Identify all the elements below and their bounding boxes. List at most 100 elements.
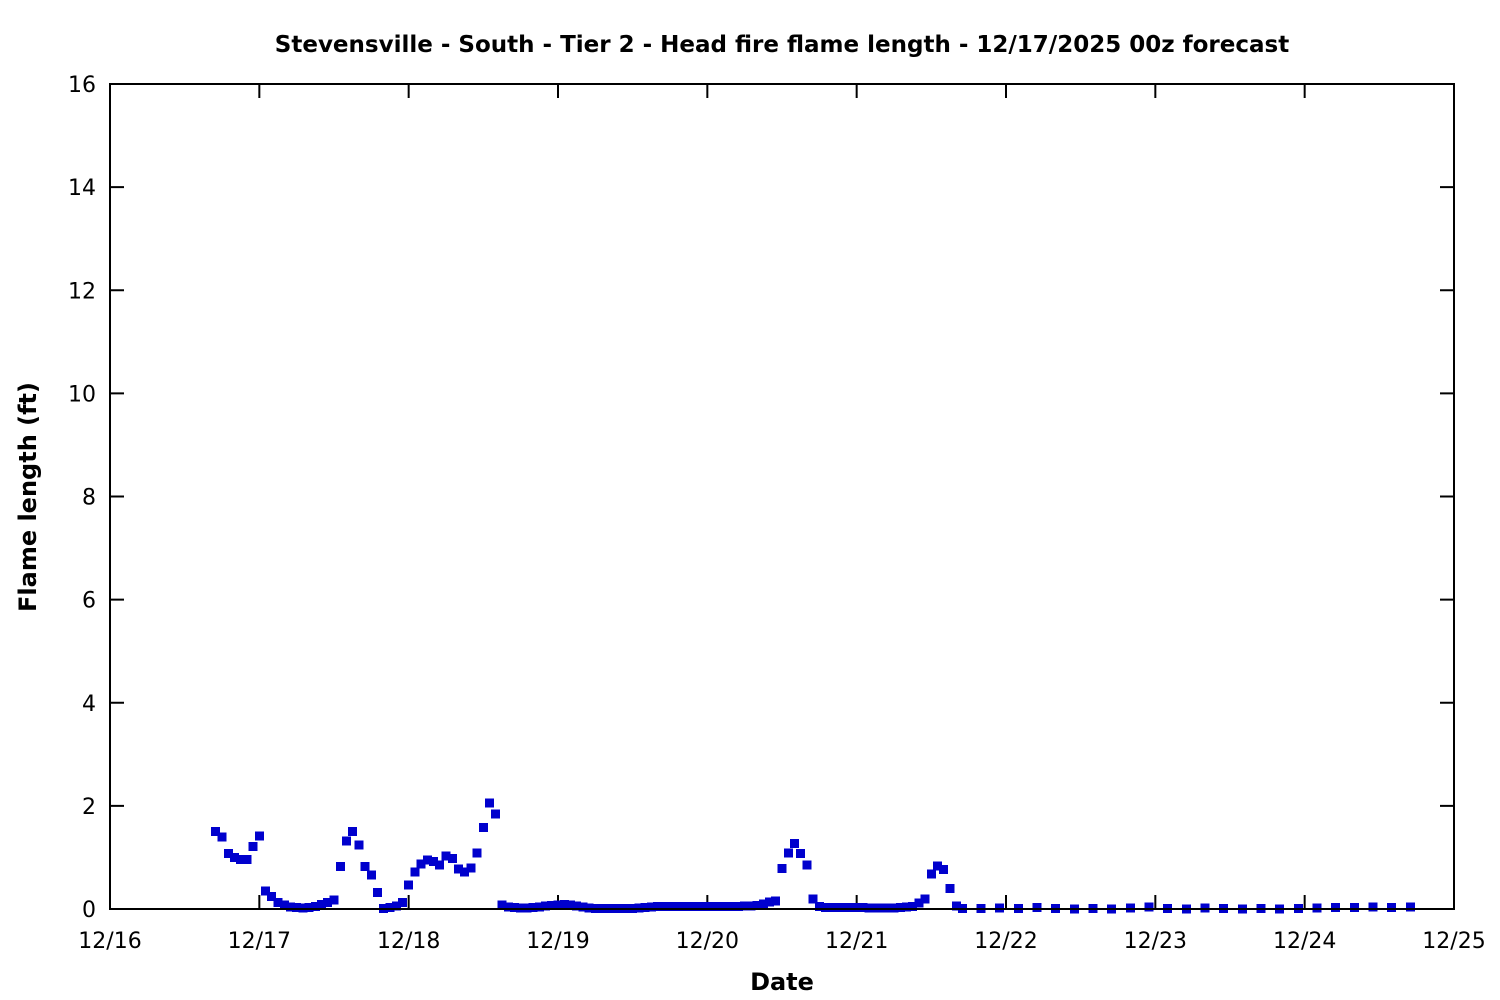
data-point bbox=[360, 862, 370, 872]
data-point bbox=[341, 836, 351, 846]
data-point bbox=[765, 897, 775, 907]
data-point bbox=[497, 900, 507, 910]
data-point bbox=[304, 902, 314, 912]
data-point bbox=[877, 903, 887, 913]
data-point bbox=[640, 902, 650, 912]
data-point bbox=[783, 848, 793, 858]
data-point bbox=[995, 903, 1005, 913]
data-point bbox=[945, 883, 955, 893]
data-point bbox=[796, 848, 806, 858]
data-point bbox=[466, 863, 476, 873]
data-point bbox=[447, 853, 457, 863]
data-point bbox=[696, 901, 706, 911]
data-points-layer bbox=[211, 798, 1415, 914]
y-tick-label: 12 bbox=[68, 279, 96, 304]
data-point bbox=[1368, 902, 1378, 912]
data-point bbox=[883, 903, 893, 913]
data-point bbox=[808, 894, 818, 904]
data-point bbox=[441, 851, 451, 861]
data-point bbox=[242, 855, 252, 864]
data-point bbox=[677, 901, 687, 911]
data-point bbox=[254, 831, 264, 841]
data-point bbox=[789, 839, 799, 849]
data-point bbox=[901, 902, 911, 912]
data-point bbox=[858, 902, 868, 912]
data-point bbox=[261, 886, 271, 896]
data-point bbox=[267, 892, 277, 902]
data-point bbox=[1032, 902, 1042, 912]
data-point bbox=[733, 901, 743, 911]
data-point bbox=[740, 901, 750, 911]
data-point bbox=[292, 902, 302, 912]
data-point bbox=[534, 902, 544, 912]
data-point bbox=[385, 902, 395, 912]
data-point bbox=[366, 870, 376, 880]
data-point bbox=[839, 902, 849, 912]
data-point bbox=[864, 903, 874, 913]
data-point bbox=[933, 861, 943, 871]
data-point bbox=[671, 901, 681, 911]
data-point bbox=[298, 903, 308, 913]
data-point bbox=[229, 852, 239, 862]
data-point bbox=[802, 860, 812, 870]
data-point bbox=[727, 901, 737, 911]
data-point bbox=[273, 897, 283, 907]
data-point bbox=[223, 848, 233, 858]
data-point bbox=[217, 832, 227, 842]
data-point bbox=[285, 902, 295, 912]
y-tick-label: 8 bbox=[82, 486, 96, 511]
data-point bbox=[460, 867, 470, 877]
data-point bbox=[895, 902, 905, 912]
data-point bbox=[1405, 902, 1415, 912]
x-tick-label: 12/24 bbox=[1273, 929, 1336, 954]
x-axis-label: Date bbox=[750, 968, 814, 996]
data-point bbox=[1349, 902, 1359, 912]
data-point bbox=[771, 896, 781, 906]
data-point bbox=[1144, 902, 1154, 912]
data-point bbox=[391, 901, 401, 911]
data-point bbox=[870, 903, 880, 913]
data-point bbox=[503, 902, 513, 912]
data-point bbox=[752, 900, 762, 910]
data-point bbox=[348, 827, 358, 837]
data-point bbox=[646, 902, 656, 912]
data-point bbox=[908, 901, 918, 911]
data-point bbox=[584, 903, 594, 913]
data-point bbox=[541, 901, 551, 911]
data-point bbox=[404, 880, 414, 890]
data-point bbox=[653, 901, 663, 911]
data-point bbox=[926, 869, 936, 879]
data-point bbox=[578, 902, 588, 912]
data-point bbox=[1331, 902, 1341, 912]
data-point bbox=[317, 899, 327, 909]
y-tick-label: 4 bbox=[82, 692, 96, 717]
data-point bbox=[310, 901, 320, 911]
data-point bbox=[951, 901, 961, 911]
data-point bbox=[516, 903, 526, 913]
data-point bbox=[1200, 903, 1210, 913]
data-point bbox=[472, 848, 482, 858]
data-point bbox=[565, 900, 575, 910]
data-point bbox=[435, 860, 445, 870]
y-tick-label: 0 bbox=[82, 898, 96, 923]
data-point bbox=[833, 902, 843, 912]
data-point bbox=[845, 902, 855, 912]
x-tick-label: 12/16 bbox=[78, 929, 141, 954]
data-point bbox=[410, 867, 420, 877]
data-point bbox=[572, 901, 582, 911]
x-tick-label: 12/17 bbox=[228, 929, 291, 954]
x-tick-label: 12/18 bbox=[377, 929, 440, 954]
chart-title: Stevensville - South - Tier 2 - Head fir… bbox=[275, 32, 1289, 58]
data-point bbox=[485, 798, 495, 808]
data-point bbox=[248, 842, 258, 852]
x-tick-label: 12/25 bbox=[1422, 929, 1485, 954]
data-point bbox=[522, 903, 532, 913]
y-axis-label: Flame length (ft) bbox=[14, 382, 42, 612]
data-point bbox=[279, 900, 289, 910]
data-point bbox=[1312, 903, 1322, 913]
data-point bbox=[715, 901, 725, 911]
y-tick-label: 10 bbox=[68, 382, 96, 407]
data-point bbox=[528, 902, 538, 912]
data-point bbox=[553, 900, 563, 910]
data-point bbox=[547, 900, 557, 910]
